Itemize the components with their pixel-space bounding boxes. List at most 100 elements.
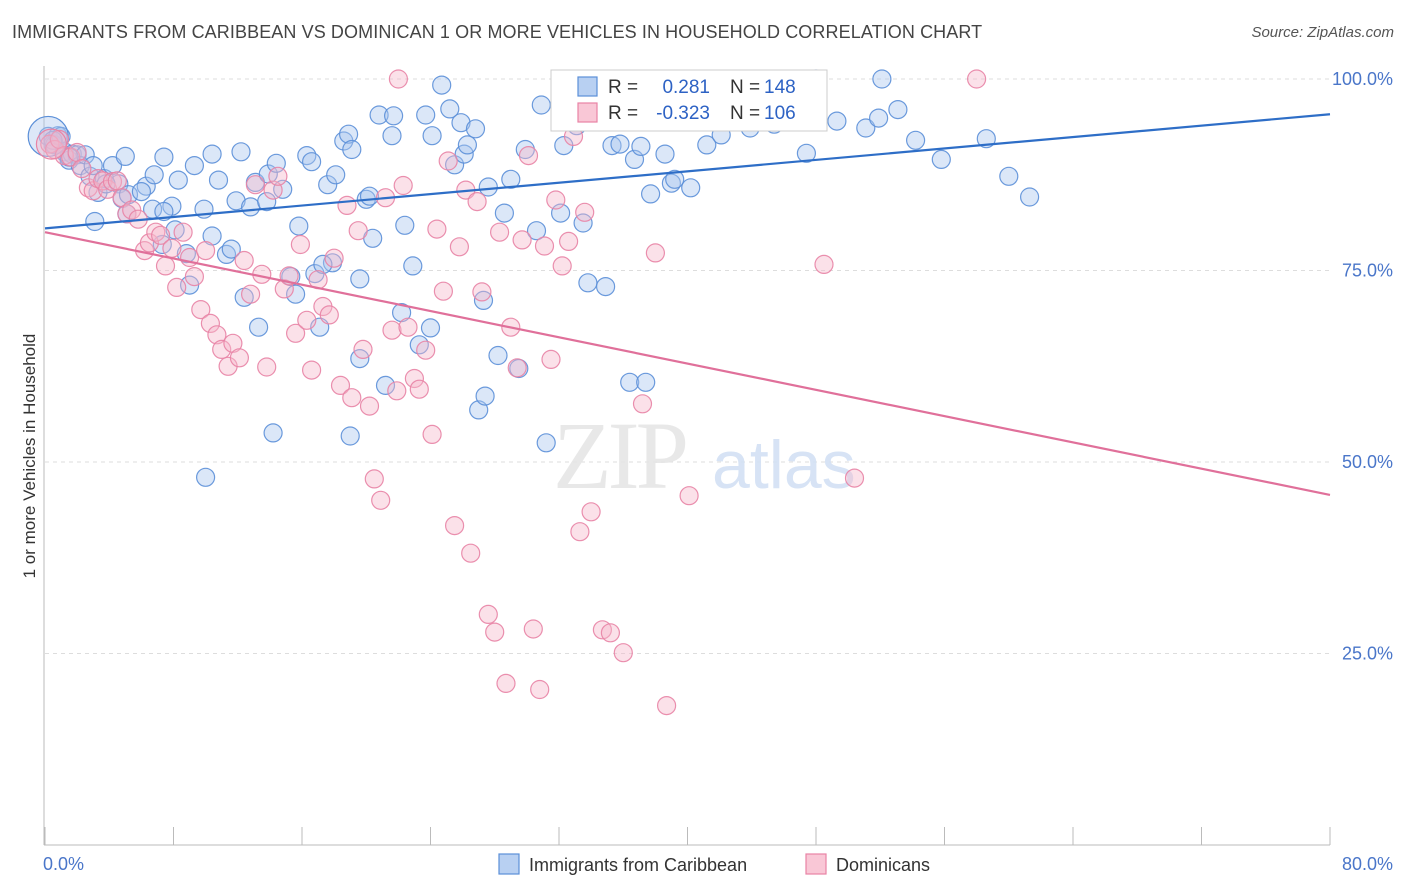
watermark: ZIP atlas xyxy=(553,402,856,509)
stats-r-label-1: R = xyxy=(608,77,638,98)
stats-r-value-1: 0.281 xyxy=(662,77,710,98)
data-point xyxy=(546,190,566,210)
data-point xyxy=(339,124,359,144)
stats-n-label-2: N = xyxy=(730,103,760,124)
data-point xyxy=(536,433,556,453)
data-point xyxy=(83,181,103,201)
data-point xyxy=(388,69,408,89)
data-point xyxy=(286,323,306,343)
data-point xyxy=(342,388,362,408)
source-credit: Source: ZipAtlas.com xyxy=(1251,24,1394,41)
data-point xyxy=(409,335,429,355)
data-point xyxy=(131,182,151,202)
watermark-atlas: atlas xyxy=(712,427,856,503)
data-point xyxy=(196,467,216,487)
legend-swatch-caribbean xyxy=(498,853,520,875)
stats-swatch-pink xyxy=(577,102,598,123)
data-point xyxy=(575,202,595,222)
data-point xyxy=(72,159,92,179)
data-point xyxy=(645,243,666,263)
data-point xyxy=(151,225,171,245)
data-point xyxy=(632,394,653,414)
data-point xyxy=(208,170,229,190)
stats-r-value-2: -0.323 xyxy=(656,103,710,124)
stats-n-value-1: 148 xyxy=(764,77,796,98)
data-point xyxy=(570,522,590,542)
data-point xyxy=(289,216,309,236)
data-point xyxy=(313,254,333,274)
data-point xyxy=(290,234,310,255)
stats-n-value-2: 106 xyxy=(764,103,796,124)
data-point xyxy=(162,238,182,258)
data-point xyxy=(297,310,317,330)
data-point xyxy=(318,175,338,195)
data-point xyxy=(342,139,362,160)
x-tick-label-max: 80.0% xyxy=(1342,854,1393,874)
data-point xyxy=(844,468,865,488)
legend-label-dominicans: Dominicans xyxy=(836,855,930,875)
data-point xyxy=(523,619,543,639)
data-point xyxy=(558,231,579,251)
trend-line-caribbean xyxy=(44,113,1331,230)
data-point xyxy=(478,604,498,625)
data-point xyxy=(353,339,373,359)
data-point xyxy=(485,622,505,642)
data-point xyxy=(541,349,561,369)
data-point xyxy=(67,142,87,163)
data-point xyxy=(416,105,436,125)
data-point xyxy=(154,147,174,167)
data-point xyxy=(422,126,442,146)
series-immigrants-from-caribbean xyxy=(27,69,1040,487)
data-point xyxy=(184,156,204,176)
data-point xyxy=(814,254,834,274)
data-point xyxy=(827,111,847,131)
y-tick-label: 25.0% xyxy=(1342,644,1393,664)
data-point xyxy=(359,396,380,416)
data-point xyxy=(620,372,640,392)
data-point xyxy=(364,469,384,489)
data-point xyxy=(496,673,516,694)
data-point xyxy=(595,277,616,297)
y-tick-label: 50.0% xyxy=(1342,452,1393,472)
data-point xyxy=(490,222,510,242)
data-point xyxy=(245,175,265,195)
data-point xyxy=(340,426,360,446)
data-point xyxy=(393,175,413,196)
data-point xyxy=(445,515,465,536)
data-point xyxy=(449,237,469,257)
axes xyxy=(43,66,1331,846)
watermark-zip: ZIP xyxy=(553,402,686,509)
data-point xyxy=(155,256,176,276)
data-point xyxy=(302,152,322,172)
data-point xyxy=(427,219,447,239)
data-point xyxy=(507,358,527,378)
data-point xyxy=(369,105,389,125)
data-point xyxy=(144,165,164,185)
data-point xyxy=(173,222,193,242)
data-point xyxy=(324,248,344,268)
data-point xyxy=(681,178,701,198)
data-point xyxy=(888,99,908,120)
data-point xyxy=(872,69,892,89)
data-point xyxy=(268,166,288,186)
data-point xyxy=(631,136,651,156)
data-point xyxy=(359,186,380,206)
data-point xyxy=(581,502,601,522)
data-point xyxy=(457,135,477,155)
data-point xyxy=(330,375,351,395)
data-point xyxy=(868,108,889,128)
data-point xyxy=(697,135,717,155)
data-point xyxy=(191,300,211,320)
data-point xyxy=(433,281,453,301)
data-point xyxy=(451,113,471,133)
data-point xyxy=(337,195,357,215)
data-point xyxy=(856,118,876,138)
data-point xyxy=(976,129,996,149)
data-point xyxy=(467,192,487,212)
data-point xyxy=(257,192,277,212)
data-point xyxy=(999,166,1019,186)
data-point xyxy=(241,197,261,217)
y-tick-label: 100.0% xyxy=(1332,69,1393,89)
data-point xyxy=(613,643,633,663)
